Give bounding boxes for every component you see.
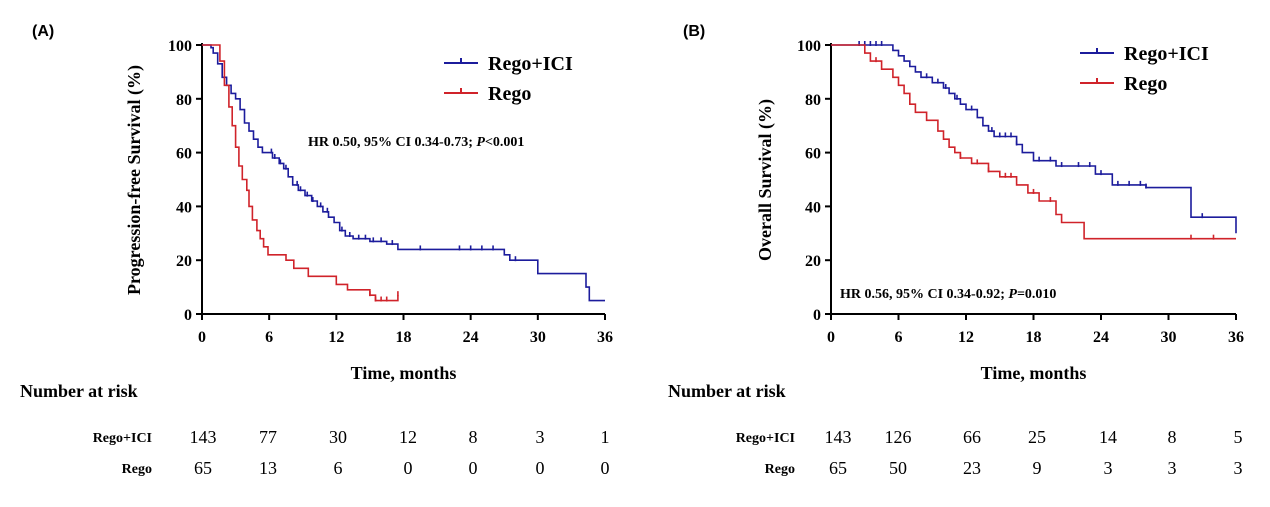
risk-value: 1 bbox=[601, 427, 610, 447]
panel-b-hr-p-value: =0.010 bbox=[1017, 287, 1056, 302]
risk-value: 14 bbox=[1099, 427, 1117, 447]
panel-b-label: (B) bbox=[683, 23, 705, 40]
y-tick-label: 0 bbox=[184, 307, 192, 324]
risk-value: 66 bbox=[963, 427, 981, 447]
series-line-rego-ici bbox=[202, 44, 605, 302]
y-tick-label: 100 bbox=[797, 38, 821, 55]
x-tick-label: 24 bbox=[1093, 329, 1109, 346]
series-line-rego bbox=[202, 44, 399, 302]
risk-value: 126 bbox=[885, 427, 912, 447]
risk-value: 8 bbox=[1168, 427, 1177, 447]
y-tick-label: 40 bbox=[805, 199, 821, 216]
risk-value: 23 bbox=[963, 458, 981, 478]
y-axis-title: Progression-free Survival (%) bbox=[124, 65, 145, 295]
risk-value: 3 bbox=[1104, 458, 1113, 478]
risk-value: 13 bbox=[259, 458, 277, 478]
risk-value: 25 bbox=[1028, 427, 1046, 447]
risk-value: 143 bbox=[825, 427, 852, 447]
y-tick-label: 20 bbox=[805, 253, 821, 270]
x-axis-title: Time, months bbox=[351, 363, 457, 383]
risk-value: 12 bbox=[399, 427, 417, 447]
y-tick-label: 0 bbox=[813, 307, 821, 324]
risk-value: 0 bbox=[536, 458, 545, 478]
x-tick-label: 36 bbox=[1228, 329, 1244, 346]
panel-a-risk-row-name: Rego bbox=[122, 462, 152, 477]
risk-value: 50 bbox=[889, 458, 907, 478]
panel-b-hr-text: HR 0.56, 95% CI 0.34-0.92; P=0.010 bbox=[840, 287, 1056, 302]
y-tick-label: 80 bbox=[805, 92, 821, 109]
series-line-rego-ici bbox=[831, 44, 1237, 234]
y-axis-title: Overall Survival (%) bbox=[755, 99, 776, 261]
panel-a-risk-title: Number at risk bbox=[20, 381, 138, 401]
panel-b-risk-row-name: Rego+ICI bbox=[736, 431, 795, 446]
risk-value: 0 bbox=[601, 458, 610, 478]
risk-value: 3 bbox=[536, 427, 545, 447]
legend-label: Rego bbox=[488, 83, 531, 105]
panel-a-hr-text: HR 0.50, 95% CI 0.34-0.73; P<0.001 bbox=[308, 135, 524, 150]
x-tick-label: 0 bbox=[198, 329, 206, 346]
y-tick-label: 40 bbox=[176, 199, 192, 216]
risk-value: 3 bbox=[1168, 458, 1177, 478]
panel-b-risk-row-name: Rego bbox=[765, 462, 795, 477]
x-tick-label: 24 bbox=[463, 329, 479, 346]
risk-value: 0 bbox=[469, 458, 478, 478]
risk-value: 0 bbox=[404, 458, 413, 478]
os-chart: 0 20 40 60 80 100 0 6 12 18 24 30 36 Time, months Over… bbox=[755, 38, 1244, 383]
x-tick-label: 30 bbox=[530, 329, 546, 346]
panel-b-hr-prefix: HR 0.56, 95% CI 0.34-0.92; bbox=[840, 287, 1008, 302]
panel-a-label: (A) bbox=[32, 23, 54, 40]
y-tick-label: 60 bbox=[805, 146, 821, 163]
legend-label: Rego+ICI bbox=[488, 53, 573, 75]
panel-a-hr-p-symbol: P bbox=[476, 135, 485, 150]
risk-value: 6 bbox=[334, 458, 343, 478]
panel-a-risk-row-name: Rego+ICI bbox=[93, 431, 152, 446]
risk-value: 143 bbox=[190, 427, 217, 447]
panel-a-risk-table: 143 77 30 12 8 3 1 65 13 6 0 0 0 0 bbox=[190, 427, 610, 478]
x-tick-label: 12 bbox=[328, 329, 344, 346]
y-tick-label: 80 bbox=[176, 92, 192, 109]
legend-label: Rego bbox=[1124, 73, 1167, 95]
x-tick-label: 0 bbox=[827, 329, 835, 346]
risk-value: 30 bbox=[329, 427, 347, 447]
risk-value: 9 bbox=[1033, 458, 1042, 478]
x-tick-label: 36 bbox=[597, 329, 613, 346]
risk-value: 8 bbox=[469, 427, 478, 447]
y-tick-label: 60 bbox=[176, 146, 192, 163]
risk-value: 77 bbox=[259, 427, 277, 447]
x-tick-label: 18 bbox=[1026, 329, 1042, 346]
x-tick-label: 6 bbox=[895, 329, 903, 346]
legend-label: Rego+ICI bbox=[1124, 43, 1209, 65]
pfs-chart: 0 20 40 60 80 100 0 6 12 18 24 30 36 Time, months Prog… bbox=[124, 38, 613, 383]
panel-b-risk-table: 143 126 66 25 14 8 5 65 50 23 9 3 3 3 bbox=[825, 427, 1243, 478]
panel-b-risk-title: Number at risk bbox=[668, 381, 786, 401]
series-line-rego bbox=[831, 44, 1236, 240]
x-tick-label: 18 bbox=[396, 329, 412, 346]
x-tick-label: 12 bbox=[958, 329, 974, 346]
y-tick-label: 20 bbox=[176, 253, 192, 270]
risk-value: 65 bbox=[194, 458, 212, 478]
y-tick-label: 100 bbox=[168, 38, 192, 55]
risk-value: 65 bbox=[829, 458, 847, 478]
x-tick-label: 6 bbox=[265, 329, 273, 346]
panel-a-hr-prefix: HR 0.50, 95% CI 0.34-0.73; bbox=[308, 135, 476, 150]
risk-value: 3 bbox=[1234, 458, 1243, 478]
risk-value: 5 bbox=[1234, 427, 1243, 447]
panel-a-hr-p-value: <0.001 bbox=[485, 135, 524, 150]
x-tick-label: 30 bbox=[1161, 329, 1177, 346]
x-axis-title: Time, months bbox=[981, 363, 1087, 383]
panel-b-hr-p-symbol: P bbox=[1008, 287, 1017, 302]
